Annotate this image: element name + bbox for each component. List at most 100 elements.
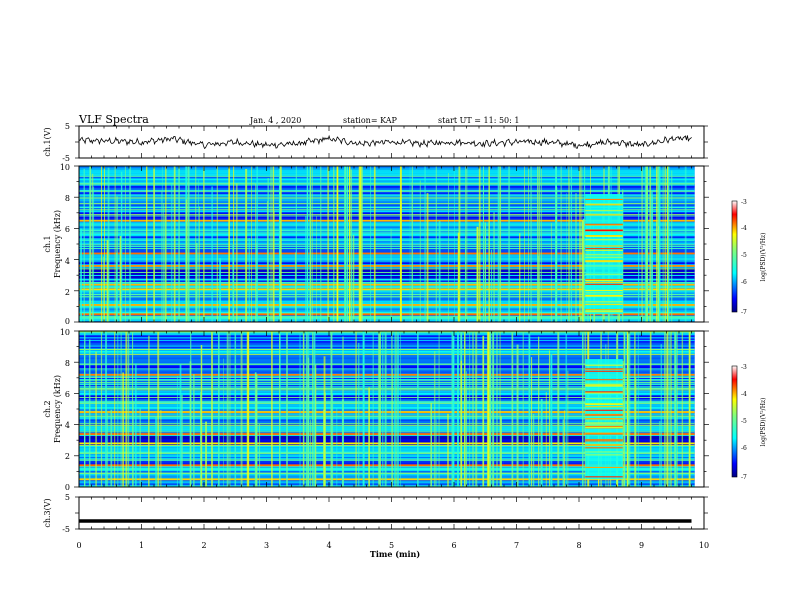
ch1-spec-band bbox=[79, 236, 695, 239]
ch1-spec-band bbox=[79, 228, 695, 231]
ch2-spec-band bbox=[79, 473, 695, 476]
ch2-spec-sferic bbox=[500, 415, 502, 487]
ch1-spec-band bbox=[79, 168, 695, 171]
ch2-spec-band bbox=[79, 409, 695, 412]
ch2-spec-band bbox=[79, 355, 695, 358]
ch1-spec-burst-line bbox=[585, 261, 623, 263]
ch1-spec-sferic bbox=[373, 166, 376, 322]
ch2-spectrogram-panel: 0 2 4 6 8 10 ch.2 Frequency (kHz) bbox=[43, 328, 705, 492]
ch3-waveform-panel: 5 -5 ch.3(V) bbox=[43, 493, 705, 534]
ch2-spec-sferic bbox=[336, 407, 338, 487]
ch2-spec-burst-line bbox=[585, 403, 623, 405]
ch1-spec-sferic bbox=[106, 240, 109, 322]
ch2-spec-tone-line bbox=[79, 402, 695, 404]
ch1-spec-sferic bbox=[348, 166, 351, 322]
ch1-spec-tone-line bbox=[79, 320, 695, 322]
ch1-spec-burst-line bbox=[585, 235, 623, 237]
ch1-spec-tone-line bbox=[79, 315, 695, 317]
ch2-spec-sferic bbox=[562, 419, 565, 487]
ch2-spec-sferic bbox=[550, 354, 553, 487]
ch1-spec-sferic bbox=[524, 166, 525, 322]
ch2-spec-band bbox=[79, 419, 695, 422]
ch2-spec-tone-line bbox=[79, 331, 695, 333]
ch1-spec-burst-line bbox=[585, 260, 623, 262]
ch1-spec-tone-line bbox=[79, 274, 695, 276]
ch2-spec-sferic bbox=[452, 331, 455, 487]
ch2-spec-burst-line bbox=[585, 413, 623, 415]
ch1-spec-sferic bbox=[272, 166, 275, 322]
ch3-ylabel: ch.3(V) bbox=[43, 498, 52, 527]
ch2-spec-burst-line bbox=[585, 454, 623, 456]
ch1-spec-tone-line bbox=[79, 286, 695, 288]
ch2-spec-burst-line bbox=[585, 391, 623, 393]
ch2-spec-sferic bbox=[256, 374, 258, 487]
ch1-spec-strong-line bbox=[79, 283, 695, 286]
ch1-spec-sferic bbox=[568, 166, 570, 322]
ch2-spec-sferic bbox=[460, 360, 462, 487]
ch1-freq-axis-label: Frequency (kHz) bbox=[53, 210, 62, 278]
ch2-spec-band bbox=[79, 471, 695, 474]
ch1-spec-sferic bbox=[120, 171, 123, 322]
ch1-spec-tone-line bbox=[79, 287, 695, 289]
ch2-spec-sferic bbox=[469, 331, 471, 487]
ch1-waveform-panel: 5 -5 ch.1(V) bbox=[43, 122, 705, 163]
ch2-spec-sferic bbox=[567, 370, 569, 487]
ch1-spec-sferic bbox=[248, 237, 250, 322]
ch1-spec-tone-line bbox=[79, 271, 695, 273]
ch1-spec-tone-line bbox=[79, 316, 695, 318]
ch1-spec-sferic bbox=[519, 233, 521, 322]
ch1-spec-tone-line bbox=[79, 248, 695, 249]
ch2-spec-burst-line bbox=[585, 415, 623, 417]
ch1-spec-sferic bbox=[311, 166, 313, 322]
ch1-spec-sferic bbox=[255, 183, 257, 322]
ch1-spec-band bbox=[79, 218, 695, 221]
ch2-spec-band bbox=[79, 459, 695, 462]
ch1-spec-band bbox=[79, 260, 695, 263]
ch2-spec-sferic bbox=[223, 358, 224, 487]
ch1-spec-burst-line bbox=[585, 229, 623, 231]
ch2-spec-sferic bbox=[133, 401, 135, 487]
ch1-spec-band bbox=[79, 310, 695, 313]
ch2-spec-sferic bbox=[465, 387, 467, 487]
ch2-spec-sferic bbox=[674, 331, 676, 487]
ch2-spec-sferic bbox=[355, 331, 357, 487]
ch2-spec-sferic bbox=[110, 409, 113, 487]
ch1-spec-sferic bbox=[295, 166, 297, 322]
ch1-spec-tone-line bbox=[79, 214, 695, 216]
ch1-spec-sferic bbox=[251, 166, 252, 322]
ch1-spec-sferic bbox=[107, 167, 110, 322]
ch2-spec-band bbox=[79, 341, 695, 344]
ch1-spec-band bbox=[79, 242, 695, 245]
ch2-spec-sferic bbox=[313, 331, 316, 487]
ch1-spec-tone-line bbox=[79, 190, 695, 192]
ch2-spec-sferic bbox=[286, 331, 288, 487]
ch1-spec-tone-line bbox=[79, 233, 695, 235]
ch1-spec-strong-line bbox=[79, 313, 695, 316]
ch1-cbar-tick-m7: -7 bbox=[741, 309, 747, 316]
ch2-spec-sferic bbox=[127, 331, 130, 487]
ch1-spec-burst-line bbox=[585, 289, 623, 292]
ch2-spec-sferic bbox=[417, 331, 419, 487]
ch1-spec-sferic bbox=[499, 166, 502, 322]
ch1-spec-sferic bbox=[102, 256, 104, 322]
ch1-spec-burst-line bbox=[585, 229, 623, 232]
ch1-spec-sferic bbox=[163, 202, 165, 322]
ch1-spec-sferic bbox=[116, 252, 118, 322]
ch2-channel-label: ch.2 bbox=[43, 400, 52, 417]
ch1-spec-sferic bbox=[530, 166, 532, 322]
ch1-spec-tone-line bbox=[79, 294, 695, 296]
ch1-spec-tone-line bbox=[79, 200, 695, 202]
x-tick-label: 2 bbox=[201, 541, 206, 550]
ch1-spec-burst-line bbox=[585, 239, 623, 241]
ch2-spec-band bbox=[79, 461, 695, 464]
ch2-spec-tone-line bbox=[79, 387, 695, 389]
ch2-spec-sferic bbox=[122, 372, 124, 487]
ch2-spec-sferic bbox=[377, 333, 380, 487]
ch2-spec-tone-line bbox=[79, 452, 695, 453]
ch2-spec-tone-line bbox=[79, 466, 695, 468]
ch1-spec-sferic bbox=[316, 216, 317, 322]
ch1-spec-burst-line bbox=[585, 301, 623, 303]
ch1-spec-band bbox=[79, 298, 695, 301]
ch2-spec-tone-line bbox=[79, 452, 695, 454]
ch1-spec-tone-line bbox=[79, 312, 695, 314]
